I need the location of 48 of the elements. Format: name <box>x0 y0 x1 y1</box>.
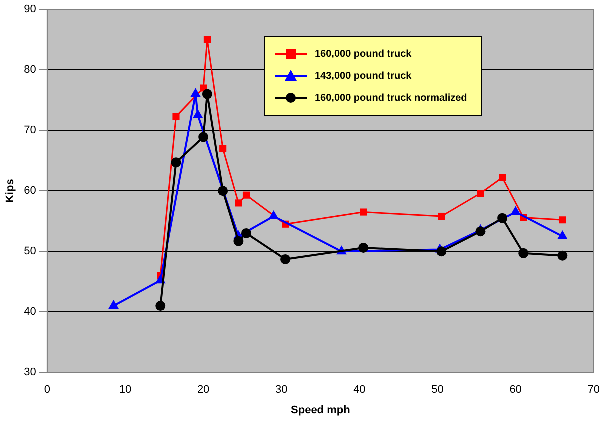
point <box>358 242 369 253</box>
y-axis-title: Kips <box>4 179 17 204</box>
x-tick-label: 70 <box>588 384 600 396</box>
point <box>242 228 252 238</box>
point <box>510 206 522 216</box>
point <box>234 236 244 246</box>
point <box>108 300 119 310</box>
point <box>498 213 508 224</box>
point <box>557 230 568 240</box>
y-tick-label: 80 <box>24 64 36 76</box>
point <box>235 200 242 207</box>
x-tick-label: 50 <box>432 384 444 396</box>
point <box>280 254 291 264</box>
point <box>204 36 211 44</box>
x-tick-label: 10 <box>119 384 132 396</box>
y-tick-label: 70 <box>24 124 36 137</box>
point <box>198 132 209 142</box>
point <box>242 192 250 199</box>
point <box>477 190 484 198</box>
point <box>436 246 447 257</box>
point <box>156 301 166 312</box>
y-tick-label: 90 <box>24 4 36 16</box>
point <box>518 248 529 258</box>
point <box>268 210 280 220</box>
x-axis-title: Speed mph <box>291 404 351 416</box>
point <box>202 89 212 100</box>
y-tick-label: 50 <box>24 246 36 258</box>
point <box>499 174 506 182</box>
x-tick-label: 40 <box>354 384 366 396</box>
point <box>218 186 228 196</box>
point <box>360 208 368 216</box>
legend-label: 160,000 pound truck normalized <box>315 92 468 104</box>
y-tick-label: 40 <box>24 306 36 318</box>
legend-label: 143,000 pound truck <box>315 70 412 82</box>
point <box>558 250 568 261</box>
x-tick-label: 60 <box>510 384 522 396</box>
x-tick-label: 20 <box>197 384 210 396</box>
y-tick-label: 30 <box>24 366 36 379</box>
point <box>220 145 227 152</box>
y-tick-label: 60 <box>24 185 36 198</box>
point <box>171 158 182 168</box>
point <box>476 226 486 237</box>
x-tick-label: 0 <box>44 384 50 396</box>
legend-label: 160,000 pound truck <box>315 48 412 60</box>
point <box>438 212 446 220</box>
point <box>559 216 566 224</box>
x-tick-label: 30 <box>276 384 288 396</box>
point <box>172 113 180 120</box>
